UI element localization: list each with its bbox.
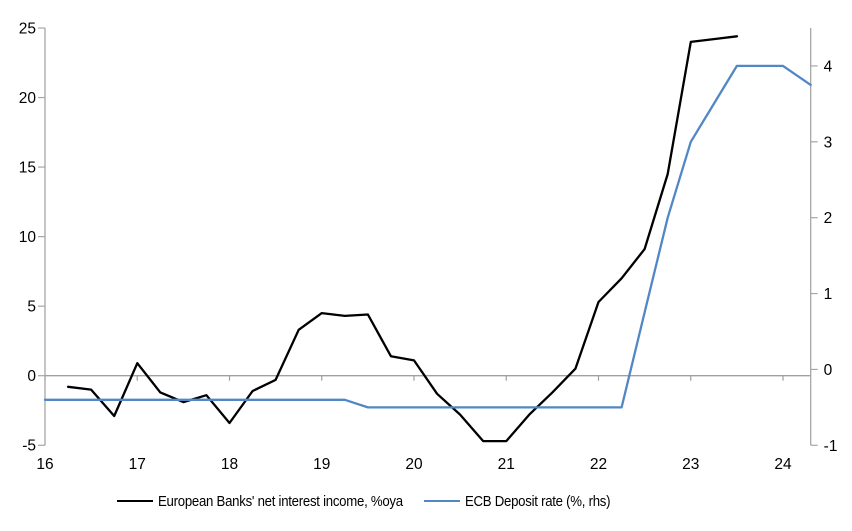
left-axis-tick-label: 5 bbox=[27, 299, 36, 316]
legend-item-ecb-deposit-rate: ECB Deposit rate (%, rhs) bbox=[424, 491, 630, 511]
left-axis-tick-label: 0 bbox=[27, 368, 36, 385]
x-axis-tick-label: 24 bbox=[774, 456, 792, 473]
right-axis-tick-label: 2 bbox=[824, 210, 833, 227]
right-axis-tick-label: 4 bbox=[824, 58, 833, 75]
legend: European Banks' net interest income, %oy… bbox=[0, 491, 852, 513]
x-axis-tick-label: 17 bbox=[129, 456, 146, 473]
left-axis-tick-label: 15 bbox=[19, 160, 36, 177]
x-axis-labels: 16 17 18 19 20 21 22 23 24 bbox=[36, 456, 792, 473]
legend-label-ecb-deposit-rate: ECB Deposit rate (%, rhs) bbox=[465, 492, 611, 510]
right-axis-tick-label: 0 bbox=[824, 362, 833, 379]
right-axis-tick-label: -1 bbox=[824, 438, 838, 455]
left-axis-tick-label: 25 bbox=[19, 21, 36, 38]
legend-line-swatch-black bbox=[117, 500, 153, 502]
x-axis-tick-label: 16 bbox=[36, 456, 53, 473]
series-line-ecb-deposit-rate bbox=[43, 64, 812, 409]
x-axis-tick-label: 23 bbox=[682, 456, 699, 473]
left-axis-tick-label: 10 bbox=[19, 229, 37, 246]
left-axis: 25 20 15 10 5 0 -5 bbox=[19, 21, 46, 455]
left-axis-tick-label: 20 bbox=[19, 90, 37, 107]
legend-label-net-interest-income: European Banks' net interest income, %oy… bbox=[158, 492, 403, 510]
x-axis-tick-label: 22 bbox=[590, 456, 607, 473]
legend-item-net-interest-income: European Banks' net interest income, %oy… bbox=[117, 491, 436, 511]
x-axis-tick-label: 19 bbox=[313, 456, 330, 473]
right-axis: 4 3 2 1 0 -1 bbox=[810, 28, 838, 455]
x-axis-tick-label: 21 bbox=[498, 456, 515, 473]
x-axis-tick-label: 20 bbox=[405, 456, 423, 473]
series-line-net-interest-income bbox=[66, 35, 739, 443]
zero-gridline bbox=[44, 375, 811, 381]
left-axis-tick-label: -5 bbox=[22, 438, 36, 455]
legend-line-swatch-blue bbox=[424, 500, 460, 502]
x-axis-tick-label: 18 bbox=[221, 456, 238, 473]
right-axis-tick-label: 1 bbox=[824, 286, 833, 303]
right-axis-tick-label: 3 bbox=[824, 134, 833, 151]
